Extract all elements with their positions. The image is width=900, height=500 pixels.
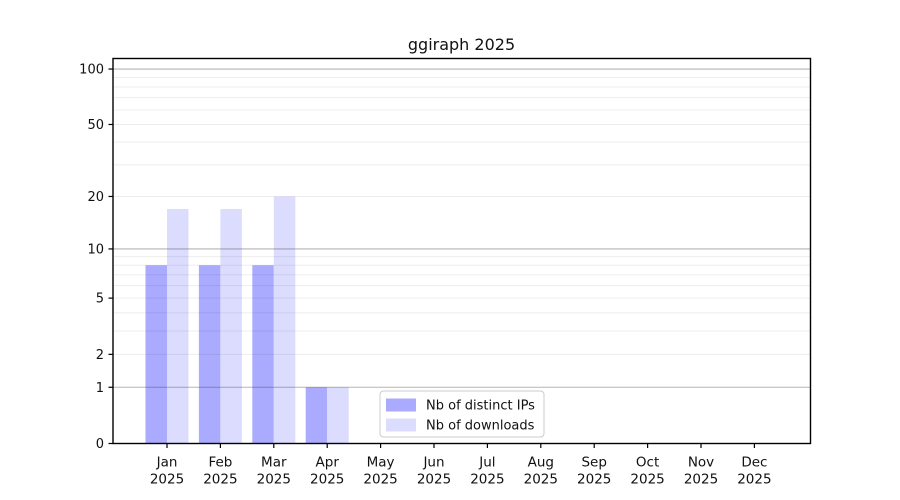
x-tick-year: 2025 (630, 472, 664, 488)
x-tick-label-dec: Dec 2025 (737, 455, 771, 488)
y-tick-label-100: 100 (79, 63, 104, 78)
x-tick-month: Jul (478, 455, 495, 471)
x-tick-label-apr: Apr 2025 (310, 455, 344, 488)
x-tick-label-may: May 2025 (363, 455, 397, 488)
bar-downloads-jan[interactable] (167, 208, 189, 444)
x-tick-month: Mar (261, 455, 287, 471)
bar-downloads-feb[interactable] (220, 208, 242, 444)
x-tick-label-mar: Mar 2025 (257, 455, 291, 488)
x-tick-month: Nov (688, 455, 714, 471)
plot-border (112, 57, 812, 445)
x-tick-month: Oct (636, 455, 659, 471)
x-tick-year: 2025 (417, 472, 451, 488)
x-tick-label-oct: Oct 2025 (630, 455, 664, 488)
x-tick-label-jun: Jun 2025 (417, 455, 451, 488)
chart-title: ggiraph 2025 (408, 35, 515, 54)
bar-ips-apr[interactable] (305, 387, 328, 444)
y-tick-label-50: 50 (87, 118, 104, 133)
x-tick-year: 2025 (737, 472, 771, 488)
y-tick-label-5: 5 (96, 292, 104, 307)
x-tick-month: Feb (208, 455, 232, 471)
x-tick-month: Sep (581, 455, 606, 471)
bar-downloads-mar[interactable] (273, 196, 296, 444)
gridlines-group (113, 68, 811, 388)
axes-group (108, 57, 812, 448)
x-tick-year: 2025 (310, 472, 344, 488)
x-tick-year: 2025 (363, 472, 397, 488)
x-tick-label-nov: Nov 2025 (684, 455, 718, 488)
y-tick-label-1: 1 (96, 381, 104, 396)
y-tick-label-0: 0 (96, 437, 104, 452)
bar-ips-feb[interactable] (198, 265, 221, 444)
y-tick-label-20: 20 (87, 190, 104, 205)
x-tick-label-feb: Feb 2025 (203, 455, 237, 488)
legend-group: Nb of distinct IPs Nb of downloads (379, 390, 545, 438)
legend-label-ips: Nb of distinct IPs (426, 399, 535, 414)
bar-ips-jan[interactable] (145, 265, 168, 444)
x-tick-label-jul: Jul 2025 (470, 455, 504, 488)
x-tick-month: Aug (528, 455, 554, 471)
x-tick-month: Apr (316, 455, 340, 471)
bars-group (145, 196, 349, 444)
x-tick-month: May (367, 455, 395, 471)
x-tick-year: 2025 (470, 472, 504, 488)
x-tick-month: Jun (422, 455, 444, 471)
legend-box (379, 390, 545, 438)
x-tick-year: 2025 (524, 472, 558, 488)
x-tick-year: 2025 (577, 472, 611, 488)
y-tick-label-2: 2 (96, 348, 104, 363)
bar-downloads-apr[interactable] (327, 387, 349, 444)
y-tick-label-10: 10 (87, 242, 104, 257)
x-tick-month: Jan (156, 455, 178, 471)
x-tick-label-aug: Aug 2025 (524, 455, 558, 488)
x-tick-year: 2025 (203, 472, 237, 488)
x-tick-month: Dec (741, 455, 767, 471)
legend-label-downloads: Nb of downloads (426, 419, 535, 434)
x-tick-year: 2025 (684, 472, 718, 488)
bar-ips-mar[interactable] (252, 265, 274, 444)
x-tick-year: 2025 (150, 472, 184, 488)
legend-swatch-downloads (386, 418, 416, 432)
x-tick-label-jan: Jan 2025 (150, 455, 184, 488)
x-tick-label-sep: Sep 2025 (577, 455, 611, 488)
x-tick-year: 2025 (257, 472, 291, 488)
legend-swatch-ips (386, 398, 416, 412)
